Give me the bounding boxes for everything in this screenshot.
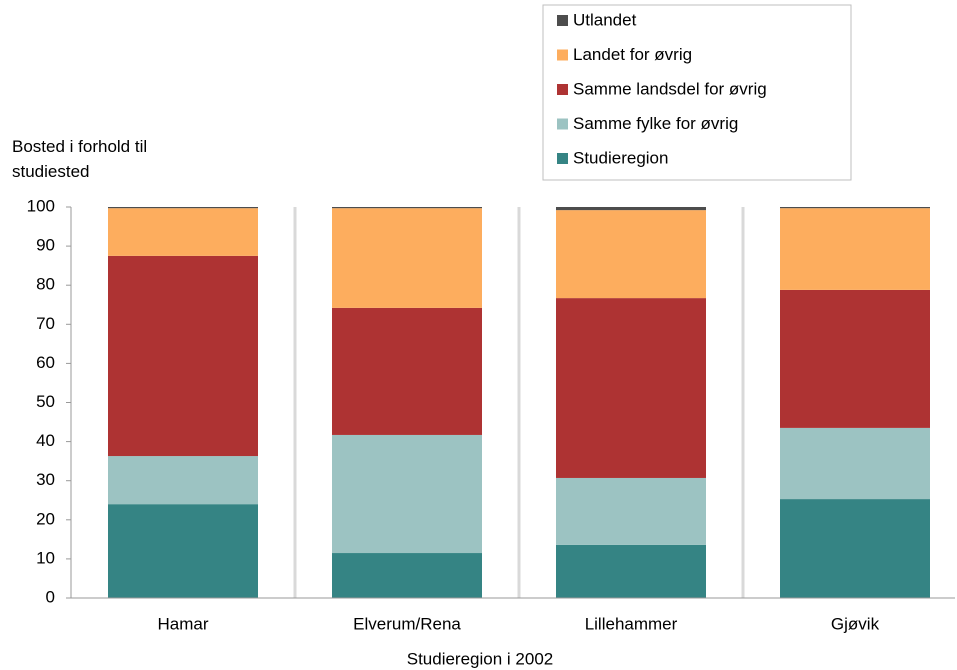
bar-segment — [108, 504, 258, 598]
bar-segment — [108, 255, 258, 457]
x-tick-label: Gjøvik — [831, 614, 880, 633]
bar-segment — [556, 207, 706, 211]
bar-segment — [556, 210, 706, 299]
y-tick-label: 60 — [36, 353, 55, 372]
legend-label: Studieregion — [573, 148, 668, 167]
legend-swatch — [557, 118, 568, 130]
legend-label: Samme fylke for øvrig — [573, 114, 738, 133]
bar-segment — [332, 434, 482, 554]
y-tick-label: 80 — [36, 275, 55, 294]
bar-segment — [556, 544, 706, 598]
legend-label: Samme landsdel for øvrig — [573, 79, 767, 98]
y-tick-label: 70 — [36, 314, 55, 333]
bar-segment — [556, 477, 706, 545]
legend-swatch — [557, 49, 568, 61]
bar-segment — [108, 207, 258, 209]
y-tick-label: 30 — [36, 470, 55, 489]
bar-segment — [332, 207, 482, 209]
legend-box — [542, 4, 852, 181]
x-tick-label: Lillehammer — [585, 614, 678, 633]
bar-segment — [556, 298, 706, 478]
bar-segment — [332, 307, 482, 435]
bar-segment — [780, 427, 930, 500]
y-tick-label: 90 — [36, 236, 55, 255]
bar-segment — [780, 207, 930, 209]
x-axis-title: Studieregion i 2002 — [407, 649, 554, 668]
bar-segment — [780, 289, 930, 428]
bar-segment — [332, 208, 482, 308]
y-tick-label: 10 — [36, 548, 55, 567]
y-tick-label: 100 — [27, 196, 55, 215]
y-axis-title: Bosted i forhold til studiested — [12, 137, 148, 181]
y-tick-label: 20 — [36, 509, 55, 528]
bar-segment — [332, 553, 482, 598]
x-tick-label: Hamar — [157, 614, 208, 633]
bar-segment — [108, 456, 258, 505]
legend-label: Utlandet — [573, 10, 637, 29]
legend-swatch — [557, 15, 568, 26]
y-tick-label: 0 — [46, 587, 55, 606]
legend-label: Landet for øvrig — [573, 45, 692, 64]
bar-segment — [780, 499, 930, 598]
y-tick-label: 40 — [36, 431, 55, 450]
y-tick-label: 50 — [36, 392, 55, 411]
legend-swatch — [557, 84, 568, 95]
bar-segment — [108, 208, 258, 256]
legend-swatch — [557, 153, 568, 164]
x-tick-label: Elverum/Rena — [353, 614, 461, 633]
bar-segment — [780, 208, 930, 290]
